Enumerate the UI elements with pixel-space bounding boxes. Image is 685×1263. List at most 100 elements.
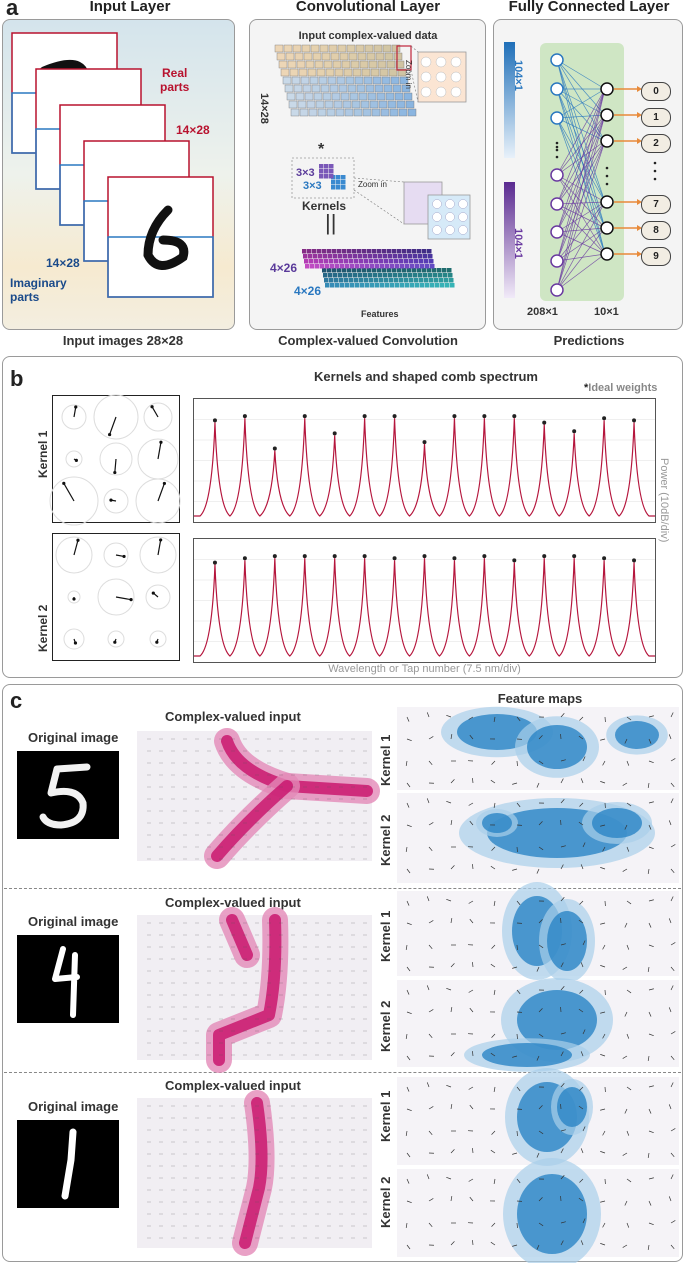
- feature-phasor-tick: [648, 1108, 652, 1114]
- feature2-cell: [357, 268, 362, 273]
- feature-phasor-tick: [560, 778, 564, 784]
- zoom-phasor: [435, 71, 447, 83]
- feature-phasor-tick: [560, 759, 566, 762]
- feature-phasor-tick: [491, 846, 496, 851]
- feature2-cell: [322, 268, 327, 273]
- feature-phasor-tick: [538, 735, 543, 740]
- fc-arrowhead: [637, 138, 642, 144]
- kernel1-ideal-weight: [362, 414, 367, 419]
- feature-phasor-tick: [490, 865, 496, 870]
- feature-phasor-tick: [600, 781, 606, 784]
- feature-phasor-tick: [602, 1033, 606, 1039]
- kernel1-phasor-tip: [150, 405, 154, 409]
- input-grid-cell: [399, 76, 409, 85]
- fc-output-node: [600, 82, 614, 96]
- feature-phasor-tick: [450, 1007, 453, 1013]
- feature-map-row2-k2: [397, 978, 679, 1072]
- conv-asterisk: *: [318, 141, 325, 158]
- kernel2-phasor-circle: [67, 590, 81, 604]
- feature1-cell: [305, 264, 310, 269]
- feature1-cell: [332, 249, 337, 254]
- zoom-window: [396, 45, 412, 71]
- feature-phasor-tick: [648, 922, 652, 928]
- feature-phasor-tick: [428, 1130, 433, 1136]
- ellipsis-dot: [605, 166, 609, 170]
- feature1-cell: [314, 259, 319, 264]
- feature-phasor-tick: [622, 782, 628, 786]
- feature-phasor-tick: [626, 760, 630, 766]
- feature1-cell: [357, 249, 362, 254]
- feature-phasor-tick: [622, 868, 628, 872]
- feature-phasor-tick: [648, 760, 654, 763]
- feature2-cell: [408, 273, 413, 278]
- feature-phasor-tick: [469, 734, 474, 740]
- feature-phasor-tick: [670, 1082, 674, 1088]
- input-grid-cell: [407, 108, 417, 117]
- feature-phasor-tick: [469, 1104, 474, 1110]
- complex-stroke-core: [211, 780, 293, 862]
- feature-phasor-tick: [406, 868, 411, 874]
- feature2-cell: [332, 268, 337, 273]
- feature-phasor-tick: [579, 900, 584, 905]
- zoom-phasor: [450, 56, 462, 68]
- kernel1-phasor-arrow: [151, 406, 159, 418]
- feature1-cell: [408, 254, 413, 259]
- input-grid-cell: [313, 92, 323, 101]
- feature1-cell: [344, 259, 349, 264]
- feature-phasor-tick: [428, 920, 434, 924]
- feature-phasor-tick: [648, 801, 654, 804]
- input-grid-cell: [391, 44, 401, 53]
- feature1-cell: [337, 249, 342, 254]
- feature-phasor-tick: [406, 966, 411, 972]
- feature2-cell: [398, 273, 403, 278]
- feature-phasor-tick: [516, 900, 521, 906]
- ideal-weights-legend: *Ideal weights: [584, 382, 657, 394]
- feature1-cell: [379, 259, 384, 264]
- panel-b-box: [2, 356, 683, 678]
- input-grid-cell: [398, 108, 408, 117]
- kernel1-cell: [329, 174, 334, 179]
- kernel2-phasor-arrow: [73, 540, 79, 556]
- feature-phasor-tick: [622, 966, 628, 970]
- input-grid-cell: [333, 100, 343, 109]
- feature-phasor-tick: [578, 1008, 584, 1013]
- feature-phasor-tick: [469, 1007, 474, 1013]
- kernel2-ideal-weight: [362, 554, 367, 559]
- feature2-cell: [324, 278, 329, 283]
- fc-output-node: [600, 221, 614, 235]
- feature2-cell: [355, 283, 360, 288]
- input-grid-cell: [363, 76, 373, 85]
- kernel1-phasor-arrow: [109, 416, 117, 435]
- feature-phasor-tick: [668, 820, 672, 826]
- feature1-cell: [312, 249, 317, 254]
- feature-phasor-tick: [406, 1108, 412, 1111]
- feature-phasor-tick: [406, 1244, 411, 1250]
- input-grid-cell: [348, 52, 358, 61]
- feature-phasor-tick: [538, 1222, 544, 1227]
- panel-b-title: Kernels and shaped comb spectrum: [314, 369, 538, 384]
- feature-phasor-tick: [516, 1130, 518, 1137]
- input-grid-cell: [364, 44, 374, 53]
- feature1-cell: [427, 249, 432, 254]
- feature1-cell: [390, 264, 395, 269]
- feature1-cell: [323, 254, 328, 259]
- input-grid-cell: [376, 92, 386, 101]
- feature-phasor-tick: [578, 821, 584, 826]
- feature-phasor-tick: [600, 1108, 606, 1111]
- fc-edge: [556, 201, 606, 262]
- input-grid-cell: [353, 108, 363, 117]
- fc-edge: [556, 59, 606, 203]
- fc-edge: [556, 88, 606, 229]
- input-grid-cell: [405, 100, 415, 109]
- feature-phasor-tick: [516, 1222, 518, 1229]
- feature-phasor-tick: [648, 988, 654, 991]
- feature-phasor-tick: [512, 966, 518, 969]
- input-grid-cell: [300, 76, 310, 85]
- feature-phasor-tick: [428, 1009, 434, 1013]
- feature2-cell: [437, 268, 442, 273]
- feature-phasor-tick: [405, 760, 408, 766]
- feature-phasor-tick: [578, 735, 584, 740]
- feature-phasor-tick: [600, 965, 606, 968]
- input-grid-cell: [341, 60, 351, 69]
- row2-kernel1-label: Kernel 1: [378, 910, 393, 962]
